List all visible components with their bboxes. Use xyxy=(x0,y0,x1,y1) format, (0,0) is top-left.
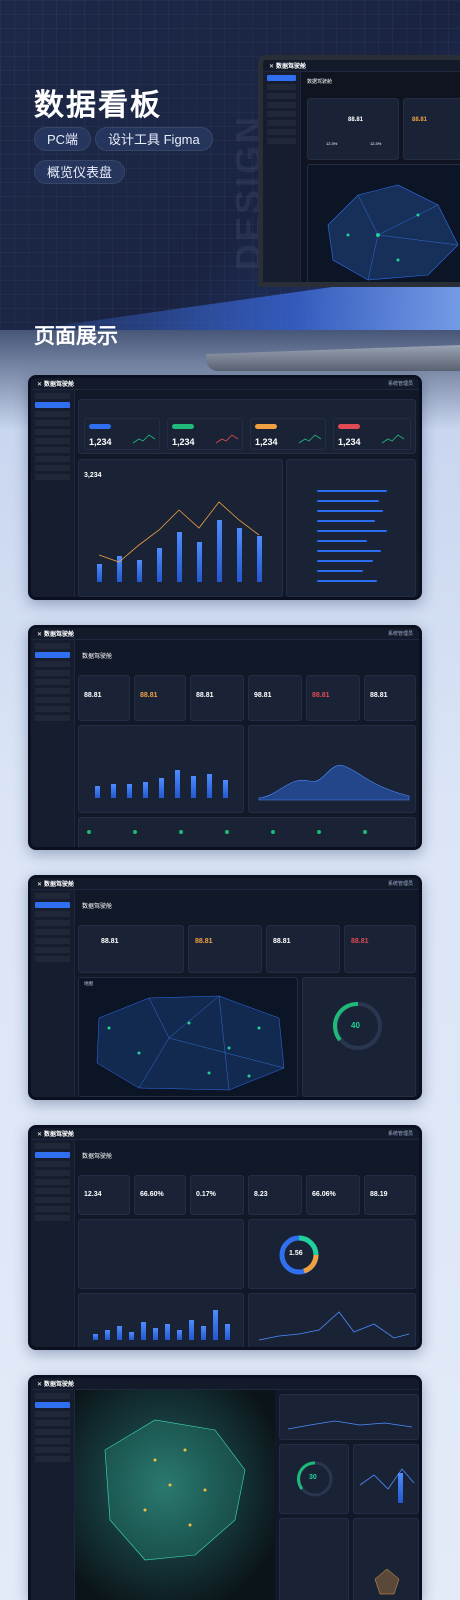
gauge-panel: 40 xyxy=(302,977,416,1097)
main-area: 数据驾驶舱 88.81 88.81 88.81 88.81 地图 40 xyxy=(78,893,416,1097)
laptop-mockup: ✕ 数据驾驶舱 数据驾驶舱 88.81 12.3% 12.3% 88.81 xyxy=(206,55,460,371)
kpi-card-2: 1,234 xyxy=(167,418,243,450)
kpi-card-3: 1,234 xyxy=(250,418,326,450)
page-title: 数据驾驶舱 xyxy=(82,904,113,910)
section-title: 页面展示 xyxy=(34,325,118,348)
topbar: ✕ 数据驾驶舱 系统管理员 xyxy=(31,628,419,640)
area-chart-panel xyxy=(248,725,416,813)
user-name: 系统管理员 xyxy=(387,881,413,887)
trend-line xyxy=(287,1420,413,1430)
sidebar xyxy=(31,890,75,1097)
alert-list-panel xyxy=(78,1219,244,1289)
sidebar xyxy=(31,1390,75,1600)
dashboard-screenshot-3: ✕ 数据驾驶舱 系统管理员 数据驾驶舱 88.81 88.81 88.81 88.8… xyxy=(28,875,422,1100)
app-logo: ✕ 数据驾驶舱 xyxy=(269,64,307,70)
sparkline xyxy=(298,434,322,444)
sparkline xyxy=(215,434,239,444)
app-logo: ✕ 数据驾驶舱 xyxy=(37,632,75,638)
tag-tool: 设计工具 Figma xyxy=(95,127,213,151)
sparkline xyxy=(381,434,405,444)
gauge-value: 40 xyxy=(351,1021,360,1030)
city-map xyxy=(96,995,285,1091)
mini-chart-panel xyxy=(353,1444,419,1514)
main-area: 1,234 1,234 1,234 1,234 3,234 xyxy=(78,393,416,597)
terrain-map xyxy=(75,1390,275,1600)
app-logo: ✕ 数据驾驶舱 xyxy=(37,1382,75,1388)
status-row-panel xyxy=(78,817,416,847)
ranking-panel xyxy=(286,459,416,597)
status-dots xyxy=(87,830,367,834)
app-logo: ✕ 数据驾驶舱 xyxy=(37,882,75,888)
laptop-page-title: 数据驾驶舱 xyxy=(307,79,333,85)
hero-title: 数据看板 xyxy=(34,89,162,122)
chart-value: 3,234 xyxy=(84,472,102,479)
tag-type: 概览仪表盘 xyxy=(34,160,126,184)
line-chart-panel xyxy=(248,1293,416,1347)
laptop-map-panel xyxy=(307,164,460,282)
app-logo: ✕ 数据驾驶舱 xyxy=(37,1132,75,1138)
bar-line-chart-panel: 3,234 xyxy=(78,459,283,597)
line-chart xyxy=(258,1311,410,1341)
topbar: ✕ 数据驾驶舱 xyxy=(31,1378,419,1390)
line-series xyxy=(98,501,260,563)
sidebar xyxy=(31,390,75,597)
topbar: ✕ 数据驾驶舱 系统管理员 xyxy=(31,378,419,390)
user-name: 系统管理员 xyxy=(387,1131,413,1137)
tag-platform: PC端 xyxy=(34,127,92,151)
user-name: 系统管理员 xyxy=(387,381,413,387)
laptop-pct-2: 12.3% xyxy=(370,141,382,146)
laptop-map xyxy=(327,184,459,281)
kpi-panel: 1,234 1,234 1,234 1,234 xyxy=(78,399,416,454)
laptop-metric-panel-2: 88.81 xyxy=(403,98,460,160)
area-chart xyxy=(258,765,410,801)
kpi-card-1: 1,234 xyxy=(84,418,160,450)
dashboard-screenshot-4: ✕ 数据驾驶舱 系统管理员 数据驾驶舱 12.34 66.60% 0.17% 8.2… xyxy=(28,1125,422,1350)
donut-panel: 1.56 xyxy=(248,1219,416,1289)
gauge-value: 30 xyxy=(309,1474,317,1481)
trend-panel xyxy=(279,1394,419,1440)
page-title: 数据驾驶舱 xyxy=(82,654,113,660)
bar-chart-panel xyxy=(78,1293,244,1347)
main-area: 数据驾驶舱 12.34 66.60% 0.17% 8.23 66.06% 88.… xyxy=(78,1143,416,1347)
topbar: ✕ 数据驾驶舱 系统管理员 xyxy=(31,878,419,890)
gauge-panel: 30 xyxy=(279,1444,349,1514)
dashboard-screenshot-5: ✕ 数据驾驶舱 30 xyxy=(28,1375,422,1600)
radar-panel xyxy=(353,1518,419,1600)
terrain-outline xyxy=(104,1419,246,1561)
radar-chart xyxy=(374,1568,400,1595)
topbar: ✕ 数据驾驶舱 系统管理员 xyxy=(31,1128,419,1140)
laptop-metric-2: 88.81 xyxy=(412,117,428,123)
laptop-metric-panel: 88.81 12.3% 12.3% xyxy=(307,98,399,160)
bar-chart-panel xyxy=(78,725,244,813)
laptop-pct-1: 12.3% xyxy=(326,141,338,146)
laptop-sidebar xyxy=(263,72,301,282)
page-title: 数据驾驶舱 xyxy=(82,1154,113,1160)
laptop-base xyxy=(206,345,460,371)
donut-chart xyxy=(279,1235,319,1275)
sparkline xyxy=(132,434,156,444)
app-logo: ✕ 数据驾驶舱 xyxy=(37,382,75,388)
dashboard-screenshot-1: ✕ 数据驾驶舱 系统管理员 1,234 1,234 1,234 1,234 3,23… xyxy=(28,375,422,600)
sidebar xyxy=(31,1140,75,1347)
map-panel: 地图 xyxy=(78,977,298,1097)
laptop-metric-1: 88.81 xyxy=(348,117,364,123)
mini-line xyxy=(359,1468,415,1490)
kpi-card-4: 1,234 xyxy=(333,418,411,450)
map-label: 地图 xyxy=(84,981,93,986)
main-area: 数据驾驶舱 88.81 88.81 88.81 98.81 88.81 88.8… xyxy=(78,643,416,847)
laptop-screen: ✕ 数据驾驶舱 数据驾驶舱 88.81 12.3% 12.3% 88.81 xyxy=(258,55,460,287)
user-name: 系统管理员 xyxy=(387,631,413,637)
gauge-chart xyxy=(332,1001,382,1050)
gauge-chart xyxy=(297,1461,333,1497)
list-panel xyxy=(279,1518,349,1600)
sidebar xyxy=(31,640,75,847)
laptop-topbar: ✕ 数据驾驶舱 xyxy=(263,60,460,72)
dashboard-screenshot-2: ✕ 数据驾驶舱 系统管理员 数据驾驶舱 88.81 88.81 88.81 98.8… xyxy=(28,625,422,850)
donut-value: 1.56 xyxy=(289,1250,303,1257)
